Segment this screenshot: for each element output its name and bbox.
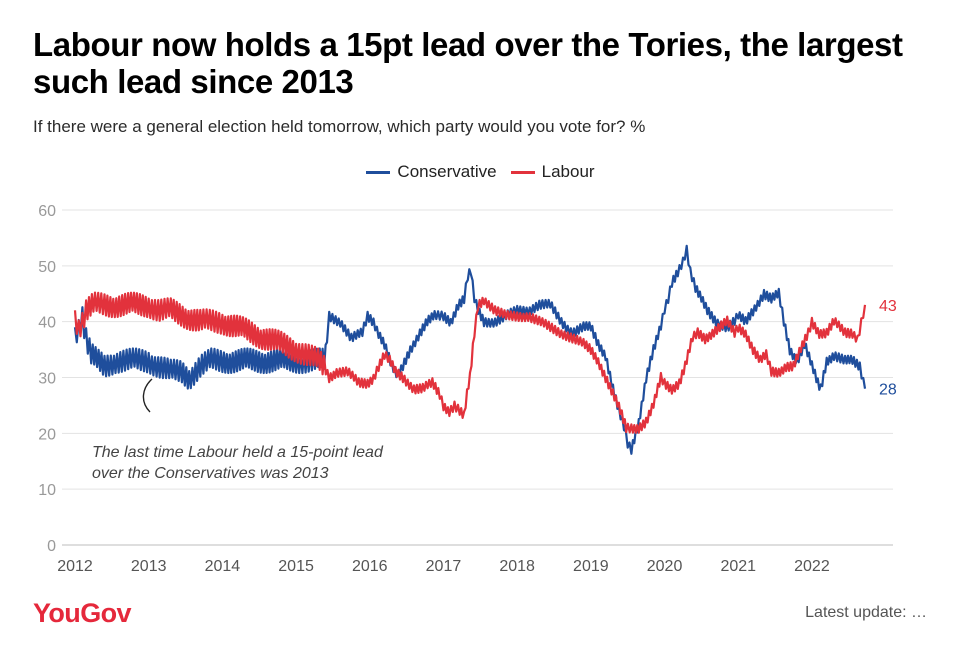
yougov-logo: YouGov [33, 598, 132, 628]
x-tick-label-2020: 2020 [647, 558, 683, 575]
series-line-labour [73, 291, 867, 434]
x-tick-label-2015: 2015 [278, 558, 314, 575]
chart-title: Labour now holds a 15pt lead over the To… [33, 26, 903, 100]
y-tick-label-0: 0 [47, 538, 56, 555]
annotation-text-line1: The last time Labour held a 15-point lea… [92, 444, 384, 461]
latest-update-text: Latest update: … [805, 604, 927, 621]
x-tick-label-2016: 2016 [352, 558, 388, 575]
legend-item-labour: Labour [510, 162, 595, 182]
legend-item-conservative: Conservative [366, 162, 497, 182]
series-line-conservative [73, 244, 867, 455]
y-tick-label-50: 50 [38, 259, 56, 276]
y-tick-label-40: 40 [38, 315, 56, 332]
end-label-conservative: 28 [879, 382, 897, 399]
annotation-arrow [142, 378, 153, 413]
x-tick-label-2018: 2018 [499, 558, 535, 575]
legend-swatch-labour [510, 170, 535, 174]
legend-swatch-conservative [366, 170, 391, 174]
y-tick-label-60: 60 [38, 203, 56, 220]
chart-subtitle: If there were a general election held to… [33, 117, 646, 136]
x-tick-label-2014: 2014 [205, 558, 241, 575]
chart-legend: Conservative Labour [0, 162, 961, 182]
x-tick-label-2022: 2022 [794, 558, 830, 575]
x-tick-label-2013: 2013 [131, 558, 167, 575]
y-tick-label-10: 10 [38, 482, 56, 499]
legend-label-labour: Labour [541, 162, 595, 181]
y-tick-label-20: 20 [38, 426, 56, 443]
y-tick-label-30: 30 [38, 371, 56, 388]
annotation-text-line2: over the Conservatives was 2013 [92, 465, 329, 482]
x-tick-label-2019: 2019 [573, 558, 609, 575]
x-tick-label-2012: 2012 [57, 558, 93, 575]
x-tick-label-2017: 2017 [426, 558, 462, 575]
end-label-labour: 43 [879, 298, 897, 315]
x-tick-label-2021: 2021 [720, 558, 756, 575]
legend-label-conservative: Conservative [397, 162, 497, 181]
line-chart: 0 10 20 30 40 50 60 2012 2013 2014 2015 2016 2017 201… [38, 203, 897, 575]
